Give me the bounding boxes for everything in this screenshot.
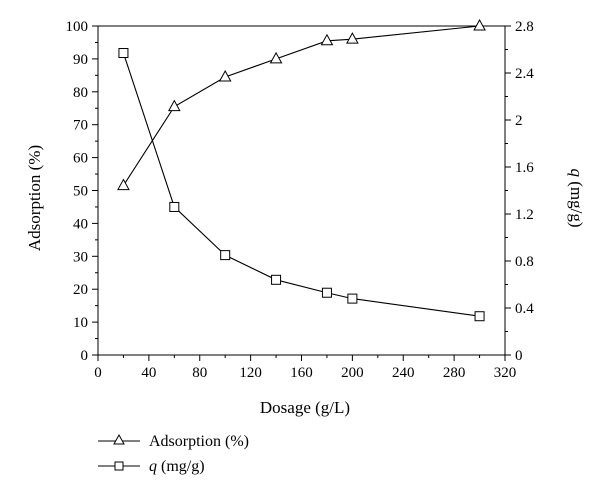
series-layer	[117, 18, 486, 322]
legend-label-adsorption: Adsorption (%)	[149, 433, 249, 450]
adsorption-point	[218, 69, 232, 82]
x-axis-label: Dosage (g/L)	[260, 398, 350, 417]
y-left-tick-label: 50	[73, 184, 88, 200]
y-left-tick-label: 100	[66, 19, 89, 35]
y-right-tick-label: 0.8	[515, 254, 534, 270]
legend-marker-triangle	[113, 433, 125, 445]
x-tick-label: 40	[141, 365, 156, 381]
legend-label-q-unit: (mg/g)	[161, 458, 205, 475]
x-tick-label: 80	[192, 365, 207, 381]
y-left-tick-label: 80	[73, 85, 88, 101]
y-right-tick-label: 2.4	[515, 66, 534, 82]
adsorption-point	[320, 33, 334, 46]
y-right-tick-label: 1.6	[515, 160, 534, 176]
q-point	[220, 250, 231, 261]
x-tick-label: 160	[290, 365, 313, 381]
y-right-axis-label: q (mg/g)	[567, 168, 586, 227]
y-right-tick-label: 2.8	[515, 19, 534, 35]
y-left-axis-label: Adsorption (%)	[25, 145, 44, 251]
x-tick-label: 0	[94, 365, 102, 381]
adsorption-point	[346, 32, 359, 44]
legend: Adsorption (%) q (mg/g)	[98, 433, 249, 475]
y-right-axis-label-symbol: q	[567, 168, 586, 177]
x-tick-label: 280	[443, 365, 466, 381]
legend-label-q: q (mg/g)	[149, 458, 205, 475]
x-tick-label: 120	[239, 365, 262, 381]
y-left-tick-label: 30	[73, 249, 88, 265]
q-point	[169, 201, 180, 212]
adsorption-point	[269, 51, 283, 64]
axes	[97, 25, 506, 356]
axis-ticks: 0 40 80 120 160 200 240 280 32001020304050607080…	[66, 19, 535, 381]
y-left-tick-label: 90	[73, 52, 88, 68]
y-right-tick-label: 1.2	[515, 207, 534, 223]
y-left-tick-label: 40	[73, 216, 88, 232]
q-point	[118, 48, 129, 59]
y-left-tick-label: 0	[81, 348, 89, 364]
q-point	[321, 287, 332, 298]
y-right-tick-label: 0	[515, 348, 523, 364]
y-right-tick-label: 0.4	[515, 301, 534, 317]
q-point	[271, 274, 282, 285]
adsorption-point	[167, 99, 181, 112]
legend-label-q-symbol: q	[149, 458, 157, 475]
legend-marker-square	[114, 461, 124, 471]
y-left-tick-label: 20	[73, 282, 88, 298]
adsorption-point	[117, 178, 130, 191]
x-tick-label: 320	[494, 365, 517, 381]
x-tick-label: 240	[392, 365, 415, 381]
x-tick-label: 200	[341, 365, 364, 381]
y-left-tick-label: 70	[73, 118, 88, 134]
q-point	[474, 311, 485, 322]
y-right-tick-label: 2	[515, 113, 523, 129]
y-left-tick-label: 10	[73, 315, 88, 331]
y-left-tick-label: 60	[73, 151, 88, 167]
series-line-q	[122, 52, 480, 317]
y-right-axis-label-unit: (mg/g)	[567, 181, 586, 227]
adsorption-point	[473, 18, 486, 31]
q-point	[347, 293, 358, 304]
